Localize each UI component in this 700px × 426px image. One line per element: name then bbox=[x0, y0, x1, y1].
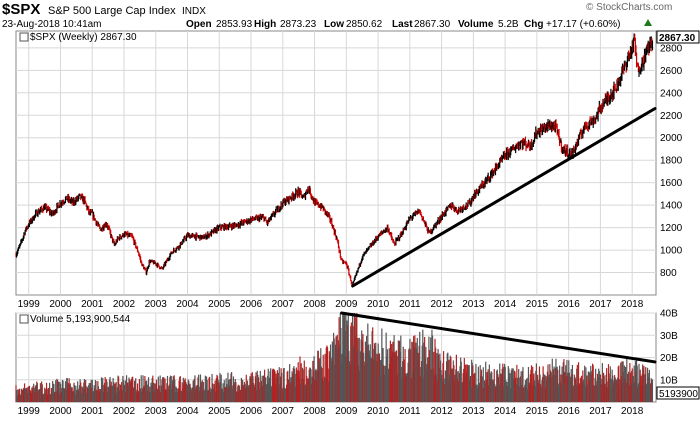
price-x-tick: 2018 bbox=[621, 299, 644, 310]
high-label: High bbox=[254, 19, 276, 30]
high-value: 2873.23 bbox=[280, 19, 317, 30]
price-x-tick: 2016 bbox=[558, 299, 581, 310]
watermark: © StockCharts.com bbox=[586, 2, 672, 13]
volume-x-axis: 1999 2000 2001 2002 2003 2004 2005 2006 2007 2008… bbox=[18, 406, 644, 417]
price-grid bbox=[16, 31, 656, 295]
volume-x-tick: 2011 bbox=[399, 406, 421, 417]
last-label: Last bbox=[392, 19, 413, 30]
price-y-tick: 1200 bbox=[660, 223, 683, 234]
volume-trendline bbox=[340, 311, 657, 364]
price-x-tick: 1999 bbox=[18, 299, 41, 310]
volume-x-tick: 2000 bbox=[49, 406, 72, 417]
price-x-tick: 2011 bbox=[399, 299, 421, 310]
symbol-name: S&P 500 Large Cap Index bbox=[48, 5, 176, 17]
last-value: 2867.30 bbox=[414, 19, 451, 30]
volume-x-tick: 2004 bbox=[176, 406, 199, 417]
price-x-tick: 2012 bbox=[430, 299, 453, 310]
price-x-tick: 2003 bbox=[145, 299, 168, 310]
volume-x-tick: 2009 bbox=[335, 406, 358, 417]
volume-y-tick: 10B bbox=[660, 375, 678, 386]
price-panel-frame bbox=[15, 30, 657, 296]
volume-label: Volume bbox=[458, 19, 494, 30]
volume-x-tick: 2017 bbox=[589, 406, 612, 417]
volume-x-tick: 2016 bbox=[558, 406, 581, 417]
price-bars bbox=[15, 33, 654, 287]
price-x-tick: 2014 bbox=[494, 299, 517, 310]
price-y-tick: 2200 bbox=[660, 111, 683, 122]
price-x-tick: 2001 bbox=[81, 299, 104, 310]
price-y-tick: 2600 bbox=[660, 66, 683, 77]
quote-date: 23-Aug-2018 10:41am bbox=[2, 19, 102, 30]
price-x-tick: 2008 bbox=[303, 299, 326, 310]
price-y-tick: 1000 bbox=[660, 246, 683, 257]
volume-y-axis: 10B 20B 30B 40B bbox=[660, 309, 678, 387]
volume-y-tick: 30B bbox=[660, 331, 678, 342]
price-x-tick: 2004 bbox=[176, 299, 199, 310]
price-y-tick: 1800 bbox=[660, 156, 683, 167]
price-x-tick: 2007 bbox=[272, 299, 295, 310]
last-price-tag bbox=[656, 30, 700, 44]
price-panel: 800 1000 1200 1400 1600 1800 2000 2200 2400 2600 2… bbox=[15, 30, 700, 296]
last-volume-tag-label: 5193900 bbox=[659, 389, 698, 400]
volume-y-tick: 20B bbox=[660, 353, 678, 364]
open-label: Open bbox=[186, 19, 212, 30]
open-value: 2853.93 bbox=[216, 19, 253, 30]
chg-value: +17.17 (+0.60%) bbox=[546, 19, 621, 30]
price-y-tick: 800 bbox=[660, 268, 677, 279]
volume-x-tick: 2007 bbox=[272, 406, 295, 417]
price-y-axis: 800 1000 1200 1400 1600 1800 2000 2200 2400 2600 2… bbox=[660, 43, 683, 279]
chart-header: $SPX S&P 500 Large Cap Index INDX © Stoc… bbox=[2, 1, 672, 30]
low-label: Low bbox=[324, 19, 344, 30]
price-x-tick: 2009 bbox=[335, 299, 358, 310]
volume-x-tick: 2005 bbox=[208, 406, 231, 417]
volume-x-tick: 1999 bbox=[18, 406, 41, 417]
low-value: 2850.62 bbox=[346, 19, 383, 30]
volume-x-tick: 2002 bbox=[113, 406, 136, 417]
price-y-tick: 2000 bbox=[660, 133, 683, 144]
volume-legend-checkbox-icon bbox=[19, 314, 29, 324]
price-trendline bbox=[351, 107, 657, 288]
volume-bars bbox=[15, 313, 654, 402]
volume-x-tick: 2012 bbox=[430, 406, 453, 417]
volume-x-tick: 2010 bbox=[367, 406, 390, 417]
price-y-tick: 2800 bbox=[660, 43, 683, 54]
volume-x-tick: 2013 bbox=[462, 406, 485, 417]
price-legend: $SPX (Weekly) 2867.30 bbox=[30, 32, 137, 43]
last-volume-tag bbox=[656, 386, 700, 400]
price-x-axis: 1999 2000 2001 2002 2003 2004 2005 2006 2007 2008… bbox=[18, 299, 644, 310]
volume-legend: Volume 5,193,900,544 bbox=[30, 314, 131, 325]
last-price-tag-label: 2867.30 bbox=[659, 33, 696, 44]
volume-x-tick: 2014 bbox=[494, 406, 517, 417]
symbol-title: $SPX bbox=[2, 1, 40, 18]
exchange-label: INDX bbox=[182, 6, 206, 17]
volume-y-tick: 40B bbox=[660, 309, 678, 320]
price-y-tick: 1400 bbox=[660, 201, 683, 212]
price-x-tick: 2010 bbox=[367, 299, 390, 310]
price-x-tick: 2000 bbox=[49, 299, 72, 310]
up-arrow-icon bbox=[644, 19, 652, 26]
price-legend-checkbox-icon bbox=[19, 32, 29, 42]
chg-label: Chg bbox=[524, 19, 543, 30]
volume-x-tick: 2003 bbox=[145, 406, 168, 417]
price-x-tick: 2005 bbox=[208, 299, 231, 310]
price-x-tick: 2017 bbox=[589, 299, 612, 310]
volume-value: 5.2B bbox=[498, 19, 519, 30]
price-x-tick: 2015 bbox=[526, 299, 549, 310]
volume-x-tick: 2006 bbox=[240, 406, 263, 417]
price-x-tick: 2002 bbox=[113, 299, 136, 310]
volume-panel: 10B 20B 30B 40B Volume 5,193,900,544 519390… bbox=[15, 309, 700, 403]
volume-x-tick: 2008 bbox=[303, 406, 326, 417]
price-y-tick: 1600 bbox=[660, 178, 683, 189]
volume-x-tick: 2018 bbox=[621, 406, 644, 417]
volume-x-tick: 2001 bbox=[81, 406, 104, 417]
price-x-tick: 2006 bbox=[240, 299, 263, 310]
volume-x-tick: 2015 bbox=[526, 406, 549, 417]
price-x-tick: 2013 bbox=[462, 299, 485, 310]
price-y-tick: 2400 bbox=[660, 88, 683, 99]
